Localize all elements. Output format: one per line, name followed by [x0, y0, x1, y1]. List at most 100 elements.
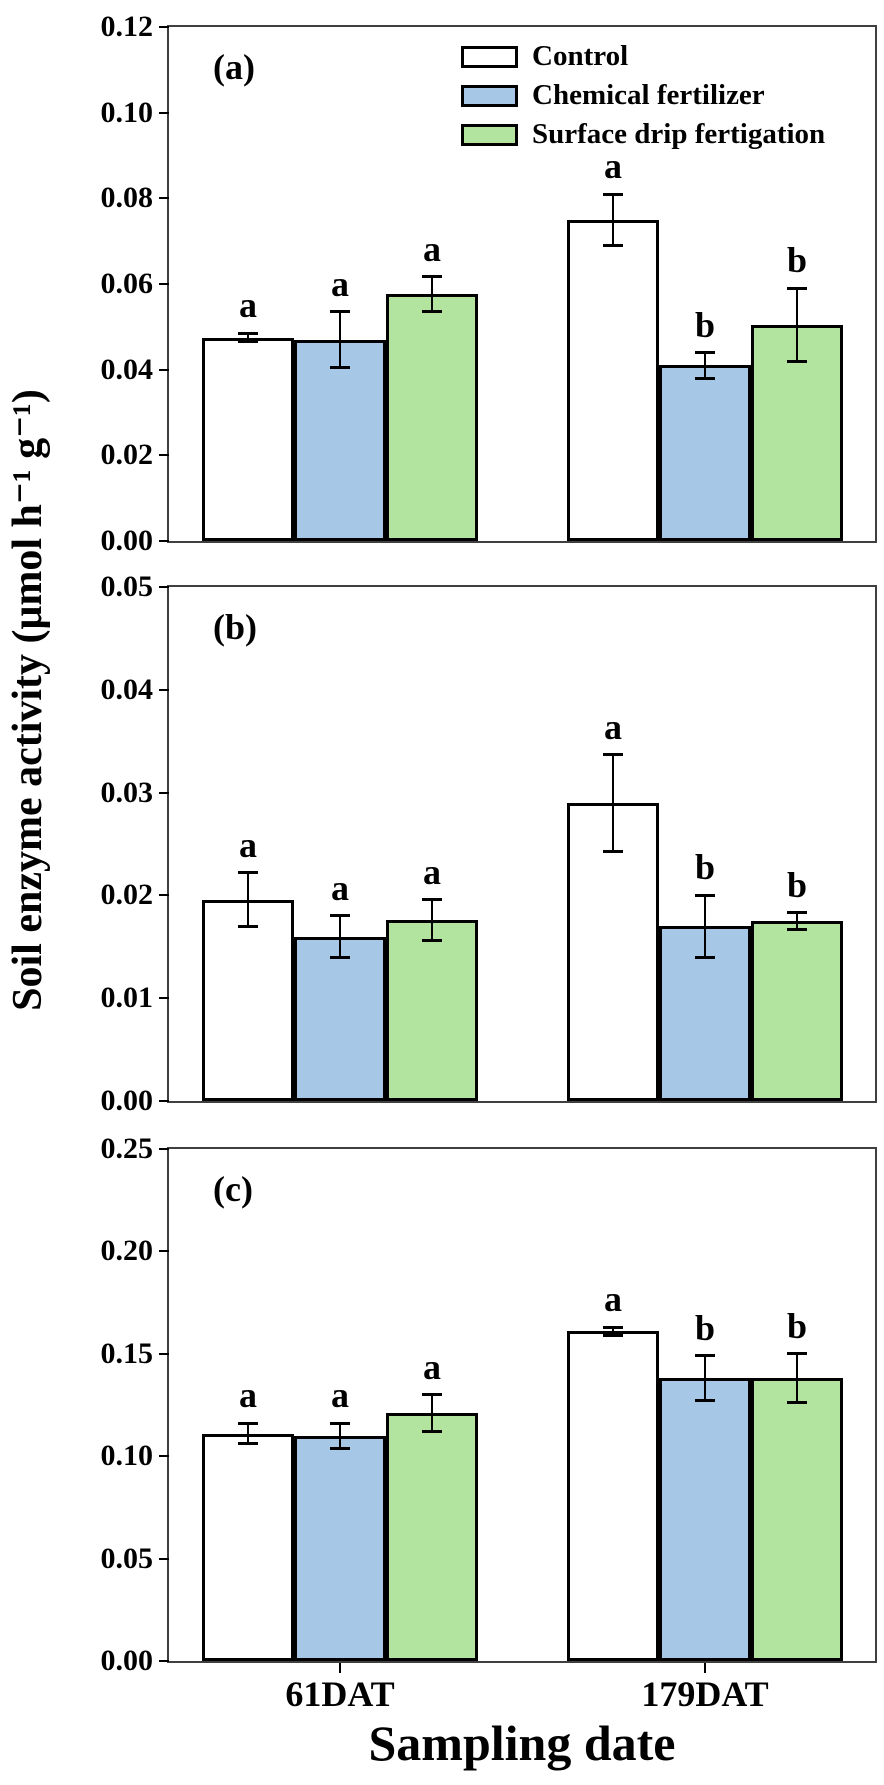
- bar-control-179dat: [567, 1331, 659, 1661]
- error-bar-surface-drip-fertigation-179dat: [796, 912, 798, 930]
- sig-letter-chemical-fertilizer-61dat: a: [331, 263, 349, 304]
- error-bar-surface-drip-fertigation-61dat: [431, 899, 433, 941]
- legend-label-chemical-fertilizer: Chemical fertilizer: [532, 79, 765, 111]
- error-bar-surface-drip-fertigation-61dat: [431, 276, 433, 311]
- sig-letter-surface-drip-fertigation-179dat: b: [786, 240, 808, 281]
- y-tick-label: 0.02: [100, 878, 154, 912]
- y-tick-mark: [159, 454, 169, 457]
- error-cap-top-control-61dat: [238, 331, 258, 335]
- y-tick-label: 0.04: [100, 352, 154, 386]
- sig-letter-surface-drip-fertigation-179dat: b: [786, 1305, 808, 1346]
- error-cap-bottom-surface-drip-fertigation-61dat: [422, 1430, 442, 1434]
- error-cap-bottom-chemical-fertilizer-179dat: [695, 1399, 715, 1403]
- sig-letter-control-179dat: a: [604, 1279, 622, 1320]
- panel-b-label: (b): [213, 607, 257, 647]
- error-cap-bottom-surface-drip-fertigation-179dat: [787, 927, 807, 931]
- error-cap-top-control-61dat: [238, 1421, 258, 1425]
- error-bar-control-179dat: [612, 1327, 614, 1336]
- error-bar-chemical-fertilizer-61dat: [339, 311, 341, 368]
- error-bar-control-179dat: [612, 754, 614, 852]
- y-tick-mark: [159, 1557, 169, 1560]
- y-tick-mark: [159, 894, 169, 897]
- bar-chemical-fertilizer-61dat: [294, 936, 386, 1101]
- y-tick-label: 0.15: [100, 1336, 154, 1370]
- legend: Control Chemical fertilizer Surface drip f…: [461, 37, 825, 154]
- legend-row-chemical-fertilizer: Chemical fertilizer: [461, 76, 825, 115]
- bar-control-61dat: [202, 337, 294, 541]
- panel-c-label: (c): [213, 1169, 253, 1209]
- y-tick-mark: [159, 1148, 169, 1150]
- y-tick-mark: [159, 1352, 169, 1355]
- bar-surface-drip-fertigation-179dat: [751, 324, 843, 541]
- y-tick-label: 0.02: [100, 438, 154, 472]
- error-cap-top-chemical-fertilizer-61dat: [330, 914, 350, 918]
- error-bar-chemical-fertilizer-61dat: [339, 1423, 341, 1449]
- y-tick-mark: [159, 368, 169, 371]
- y-tick-label: 0.06: [100, 267, 154, 300]
- panel-a: (a) Control Chemical fertilizer Surface dr…: [101, 12, 877, 556]
- error-cap-bottom-control-179dat: [603, 849, 623, 853]
- bar-surface-drip-fertigation-179dat: [751, 1378, 843, 1661]
- legend-row-surface-drip-fertigation: Surface drip fertigation: [461, 115, 825, 154]
- y-tick-label: 0.00: [100, 524, 154, 557]
- error-cap-top-control-179dat: [603, 753, 623, 757]
- y-tick-label: 0.10: [100, 1439, 154, 1473]
- y-tick-label: 0.01: [100, 981, 154, 1015]
- error-cap-bottom-surface-drip-fertigation-61dat: [422, 309, 442, 313]
- y-tick-mark: [159, 1455, 169, 1458]
- error-cap-top-chemical-fertilizer-61dat: [330, 1421, 350, 1425]
- error-cap-top-surface-drip-fertigation-61dat: [422, 898, 442, 902]
- sig-letter-chemical-fertilizer-179dat: b: [694, 1307, 716, 1348]
- sig-letter-control-61dat: a: [239, 824, 257, 865]
- error-cap-bottom-control-179dat: [603, 243, 623, 247]
- error-bar-chemical-fertilizer-179dat: [704, 895, 706, 958]
- sig-letter-control-61dat: a: [239, 1375, 257, 1416]
- bar-chemical-fertilizer-61dat: [294, 1435, 386, 1661]
- sig-letter-control-61dat: a: [239, 285, 257, 326]
- sig-letter-surface-drip-fertigation-179dat: b: [786, 864, 808, 905]
- error-bar-chemical-fertilizer-179dat: [704, 1355, 706, 1401]
- y-tick-label: 0.00: [100, 1644, 154, 1677]
- y-tick-mark: [159, 997, 169, 1000]
- error-bar-control-61dat: [247, 1423, 249, 1444]
- y-tick-mark: [159, 197, 169, 200]
- error-cap-bottom-chemical-fertilizer-179dat: [695, 376, 715, 380]
- sig-letter-control-179dat: a: [604, 146, 622, 187]
- y-tick-label: 0.00: [100, 1084, 154, 1117]
- error-cap-top-surface-drip-fertigation-61dat: [422, 1393, 442, 1397]
- y-tick-label: 0.10: [100, 95, 154, 129]
- error-bar-surface-drip-fertigation-179dat: [796, 1353, 798, 1403]
- error-bar-surface-drip-fertigation-179dat: [796, 288, 798, 362]
- x-axis-title: Sampling date: [368, 1715, 676, 1771]
- sig-letter-chemical-fertilizer-61dat: a: [331, 867, 349, 908]
- y-tick-mark: [159, 586, 169, 588]
- legend-swatch-surface-drip-fertigation: [461, 123, 518, 146]
- sig-letter-surface-drip-fertigation-61dat: a: [423, 1346, 441, 1387]
- y-tick-mark: [159, 540, 169, 542]
- error-cap-bottom-chemical-fertilizer-61dat: [330, 955, 350, 959]
- y-tick-label: 0.05: [100, 1541, 154, 1575]
- y-tick-label: 0.08: [100, 181, 154, 215]
- sig-letter-chemical-fertilizer-61dat: a: [331, 1375, 349, 1416]
- bar-surface-drip-fertigation-61dat: [386, 1413, 478, 1661]
- bar-chemical-fertilizer-61dat: [294, 339, 386, 541]
- bar-control-179dat: [567, 219, 659, 541]
- error-cap-top-surface-drip-fertigation-179dat: [787, 1352, 807, 1356]
- error-cap-bottom-surface-drip-fertigation-179dat: [787, 1401, 807, 1405]
- y-tick-label: 0.05: [100, 570, 154, 603]
- y-tick-mark: [159, 1250, 169, 1253]
- y-tick-label: 0.03: [100, 775, 154, 809]
- error-bar-control-61dat: [247, 872, 249, 927]
- bar-chemical-fertilizer-179dat: [659, 365, 751, 541]
- sig-letter-chemical-fertilizer-179dat: b: [694, 847, 716, 888]
- error-bar-surface-drip-fertigation-61dat: [431, 1394, 433, 1432]
- error-cap-top-control-179dat: [603, 1325, 623, 1329]
- legend-label-surface-drip-fertigation: Surface drip fertigation: [532, 118, 826, 150]
- y-tick-mark: [159, 688, 169, 691]
- error-bar-chemical-fertilizer-61dat: [339, 915, 341, 958]
- sig-letter-surface-drip-fertigation-61dat: a: [423, 228, 441, 269]
- bar-chemical-fertilizer-179dat: [659, 1378, 751, 1661]
- legend-swatch-control: [461, 45, 518, 68]
- panel-a-label: (a): [213, 47, 255, 87]
- error-cap-bottom-control-61dat: [238, 340, 258, 344]
